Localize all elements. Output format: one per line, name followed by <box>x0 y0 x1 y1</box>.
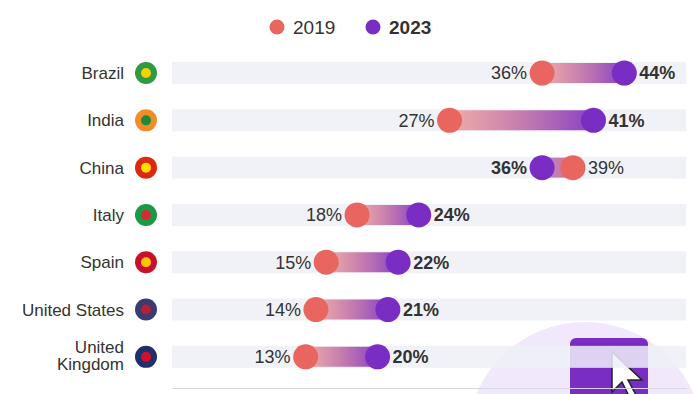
flag-base <box>135 251 157 273</box>
data-label: 15% <box>275 253 311 273</box>
flag <box>135 109 157 131</box>
data-label: 13% <box>255 347 291 367</box>
data-label: 27% <box>399 111 435 131</box>
tracks <box>172 62 686 368</box>
data-label: 36% <box>491 63 527 83</box>
flags <box>135 62 157 368</box>
dot <box>560 155 585 180</box>
dot <box>303 297 328 322</box>
data-label: 20% <box>393 347 429 367</box>
flag <box>135 346 157 368</box>
legend-swatch <box>270 20 285 35</box>
category-label: UnitedKingdom <box>57 338 124 375</box>
data-label: 22% <box>413 253 449 273</box>
dot <box>365 344 390 369</box>
data-label: 18% <box>306 205 342 225</box>
legend-label: 2023 <box>389 17 431 38</box>
flag-base <box>135 157 157 179</box>
data-label: 41% <box>608 111 644 131</box>
chart: Brazil India China Italy Spain United States U… <box>0 0 700 394</box>
flag-base <box>135 62 157 84</box>
dot <box>530 155 555 180</box>
flag-detail <box>141 210 151 220</box>
flag-detail <box>141 163 151 173</box>
dot <box>375 297 400 322</box>
dot <box>293 344 318 369</box>
flag-base <box>135 346 157 368</box>
flag-base <box>135 299 157 321</box>
dot <box>406 202 431 227</box>
data-label: 24% <box>434 205 470 225</box>
flag <box>135 204 157 226</box>
data-label: 39% <box>588 158 624 178</box>
legend: 2019 2023 <box>270 17 432 38</box>
data-label: 14% <box>265 300 301 320</box>
data-label: 44% <box>639 63 675 83</box>
flag-detail <box>141 305 151 315</box>
flag-detail <box>141 68 151 78</box>
category-label: India <box>87 111 124 130</box>
data-labels: 36% 27% 39% 18% 15% 14% 13% 44% 41% 36% 24% 22% 21% 2… <box>255 63 676 367</box>
row-track <box>172 299 686 321</box>
dot <box>530 61 555 86</box>
x-axis <box>173 388 687 389</box>
dot <box>386 250 411 275</box>
data-label: 36% <box>491 158 527 178</box>
dot <box>612 61 637 86</box>
row-track <box>172 346 686 368</box>
flag <box>135 157 157 179</box>
category-label: Spain <box>81 253 124 272</box>
connector <box>450 110 594 130</box>
flag-base <box>135 109 157 131</box>
row-track <box>172 251 686 273</box>
row-track <box>172 62 686 84</box>
axis-line <box>173 388 687 389</box>
category-label: China <box>80 159 125 178</box>
data-label: 21% <box>403 300 439 320</box>
flag-detail <box>141 352 151 362</box>
flag-base <box>135 204 157 226</box>
flag-detail <box>141 257 151 267</box>
row-track <box>172 157 686 179</box>
flag <box>135 299 157 321</box>
dot <box>345 202 370 227</box>
flag-detail <box>141 115 151 125</box>
dot <box>581 108 606 133</box>
dot <box>314 250 339 275</box>
marks <box>293 61 637 370</box>
legend-label: 2019 <box>293 17 335 38</box>
category-label: Brazil <box>81 64 124 83</box>
flag <box>135 62 157 84</box>
row-track <box>172 109 686 131</box>
dot <box>437 108 462 133</box>
category-label: Italy <box>93 206 125 225</box>
category-label: United States <box>22 301 124 320</box>
legend-swatch <box>366 20 381 35</box>
flag <box>135 251 157 273</box>
category-labels: Brazil India China Italy Spain United States U… <box>22 64 125 374</box>
